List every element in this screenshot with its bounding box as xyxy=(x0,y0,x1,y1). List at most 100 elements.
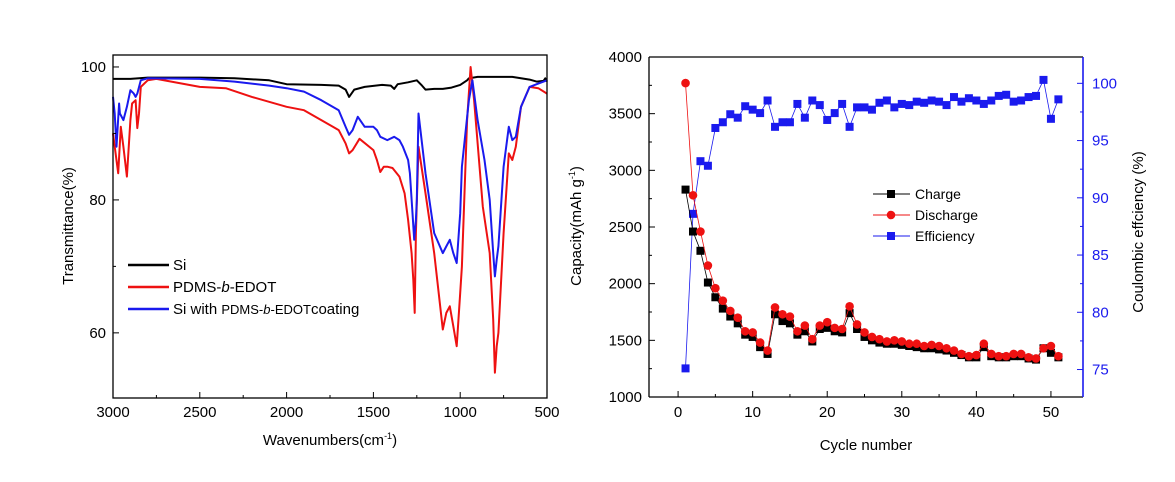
data-point xyxy=(681,364,690,373)
data-point xyxy=(688,209,697,218)
x-axis-label: Cycle number xyxy=(820,437,913,454)
data-point xyxy=(800,321,810,330)
data-point xyxy=(778,317,787,326)
data-point xyxy=(1032,91,1041,100)
y-axis-label: Transmittance(%) xyxy=(60,167,77,285)
legend-label-part: Si xyxy=(173,257,186,274)
data-point xyxy=(748,328,757,337)
x-axis-label: Wavenumbers(cm-1) xyxy=(263,431,397,449)
data-point xyxy=(860,328,869,337)
data-point xyxy=(785,312,795,321)
data-point xyxy=(718,304,727,313)
y2-tick-label: 90 xyxy=(1092,190,1109,207)
plot-frame xyxy=(112,54,548,399)
data-point xyxy=(823,115,832,124)
data-point xyxy=(711,123,720,132)
y-tick-label: 3000 xyxy=(609,162,642,179)
x-tick-label: 2500 xyxy=(183,404,216,421)
data-point xyxy=(815,101,824,110)
data-point xyxy=(800,327,809,336)
y-tick-label: 1500 xyxy=(609,332,642,349)
data-point xyxy=(771,310,780,319)
x-tick-label: 0 xyxy=(674,404,682,421)
legend-swatch-marker xyxy=(887,232,895,240)
legend-swatch-marker xyxy=(887,190,895,198)
legend-label-part: b xyxy=(263,302,270,317)
data-point xyxy=(986,349,996,359)
data-point xyxy=(703,161,712,170)
data-point xyxy=(748,332,757,341)
data-point xyxy=(830,323,839,333)
data-point xyxy=(681,78,690,88)
data-point xyxy=(942,101,951,110)
y2-tick-label: 75 xyxy=(1092,362,1109,379)
y2-tick-label: 100 xyxy=(1092,75,1117,92)
data-point xyxy=(867,105,876,114)
legend: Charge Discharge Efficiency xyxy=(873,186,978,244)
data-point xyxy=(838,99,847,108)
x-tick-label: 20 xyxy=(819,404,836,421)
data-point xyxy=(852,320,862,329)
data-point xyxy=(688,227,697,236)
y-tick-label: 2500 xyxy=(609,219,642,236)
data-point xyxy=(1002,90,1011,99)
data-point xyxy=(890,336,899,345)
data-point xyxy=(979,339,989,349)
y-tick-label: 80 xyxy=(89,192,106,209)
legend-label-part: PDMS- xyxy=(221,302,263,317)
y-tick-label: 1000 xyxy=(609,389,642,406)
series-line-1 xyxy=(112,66,548,374)
data-point xyxy=(1054,95,1063,104)
legend-label: Charge xyxy=(915,186,961,202)
y2-tick-label: 95 xyxy=(1092,133,1109,150)
x-tick-label: 2000 xyxy=(270,404,303,421)
data-point xyxy=(927,96,936,105)
y-axis-label: Capacity(mAh g-1) xyxy=(567,166,585,286)
data-point xyxy=(711,283,720,293)
x-tick-label: 10 xyxy=(744,404,761,421)
data-point xyxy=(681,185,690,194)
data-point xyxy=(845,302,854,311)
series-efficiency xyxy=(681,75,1063,373)
y-tick-label: 100 xyxy=(81,59,106,76)
data-point xyxy=(964,94,973,103)
legend-label: Si xyxy=(173,257,186,274)
data-point xyxy=(696,227,705,236)
data-point xyxy=(964,351,974,361)
data-point xyxy=(1024,353,1033,362)
data-point xyxy=(770,303,780,312)
legend-label: Efficiency xyxy=(915,228,975,244)
data-point xyxy=(987,96,996,105)
data-point xyxy=(934,341,944,351)
data-point xyxy=(920,98,929,107)
x-tick-label: 1500 xyxy=(357,404,390,421)
y-axis-label-end: ) xyxy=(568,166,585,171)
data-point xyxy=(733,113,742,122)
data-point xyxy=(875,334,884,344)
data-point xyxy=(822,317,832,327)
data-point xyxy=(733,313,743,322)
x-axis-label-end: ) xyxy=(392,432,397,449)
data-point xyxy=(1046,341,1056,351)
data-point xyxy=(823,323,832,332)
data-point xyxy=(785,319,794,328)
data-point xyxy=(726,110,735,119)
data-point xyxy=(815,321,825,330)
data-point xyxy=(711,293,720,302)
data-point xyxy=(718,296,728,305)
legend-label: PDMS-b-EDOT xyxy=(173,279,276,296)
data-point xyxy=(890,103,899,112)
y-tick-label: 4000 xyxy=(609,49,642,66)
ftir-chart: 3000 2500 2000 1500 1000 500 60 80 100 Wavenumber… xyxy=(60,54,560,449)
data-point xyxy=(853,103,862,112)
data-point xyxy=(860,332,869,341)
data-point xyxy=(1016,349,1026,359)
data-point xyxy=(867,332,877,342)
data-point xyxy=(942,343,951,353)
x-tick-label: 50 xyxy=(1043,404,1060,421)
data-point xyxy=(994,91,1003,100)
data-point xyxy=(756,109,765,118)
data-point xyxy=(897,337,907,346)
data-point xyxy=(860,103,869,112)
